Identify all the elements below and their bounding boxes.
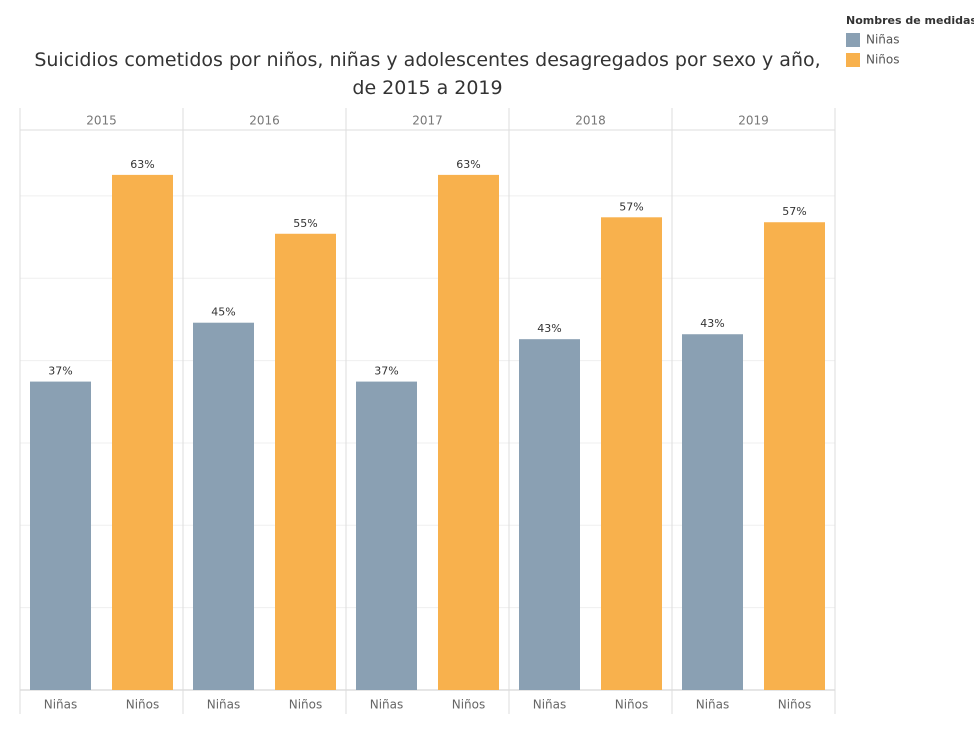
facet-label: 2019: [738, 114, 769, 128]
value-label: 43%: [537, 322, 561, 335]
value-label: 37%: [374, 365, 398, 378]
bar: [764, 222, 825, 690]
x-tick-label: Niños: [778, 698, 812, 712]
value-label: 43%: [700, 317, 724, 330]
legend-title: Nombres de medidas: [846, 14, 974, 27]
x-tick-label: Niñas: [207, 698, 241, 712]
facet-label: 2015: [86, 114, 117, 128]
x-tick-label: Niñas: [533, 698, 567, 712]
x-tick-label: Niñas: [44, 698, 78, 712]
bar: [682, 334, 743, 690]
value-label: 63%: [456, 158, 480, 171]
legend-swatch: [846, 53, 860, 67]
legend-swatch: [846, 33, 860, 47]
x-tick-label: Niños: [126, 698, 160, 712]
x-tick-label: Niños: [615, 698, 649, 712]
chart-title: Suicidios cometidos por niños, niñas y a…: [34, 49, 821, 99]
value-label: 45%: [211, 306, 235, 319]
bar: [438, 174, 499, 691]
x-tick-label: Niñas: [696, 698, 730, 712]
bar: [356, 381, 417, 690]
value-label: 55%: [293, 217, 317, 230]
value-label: 37%: [48, 365, 72, 378]
bar: [30, 381, 91, 690]
bar: [275, 233, 336, 690]
bar: [193, 322, 254, 690]
bar: [601, 217, 662, 690]
facet-label: 2016: [249, 114, 280, 128]
facet-label: 2017: [412, 114, 443, 128]
facet-label: 2018: [575, 114, 606, 128]
legend-label: Niñas: [866, 33, 900, 47]
bar: [112, 174, 173, 691]
x-tick-label: Niños: [452, 698, 486, 712]
x-tick-label: Niños: [289, 698, 323, 712]
value-label: 57%: [782, 205, 806, 218]
value-label: 57%: [619, 200, 643, 213]
bar: [519, 339, 580, 690]
legend-label: Niños: [866, 53, 900, 67]
x-tick-label: Niñas: [370, 698, 404, 712]
value-label: 63%: [130, 158, 154, 171]
